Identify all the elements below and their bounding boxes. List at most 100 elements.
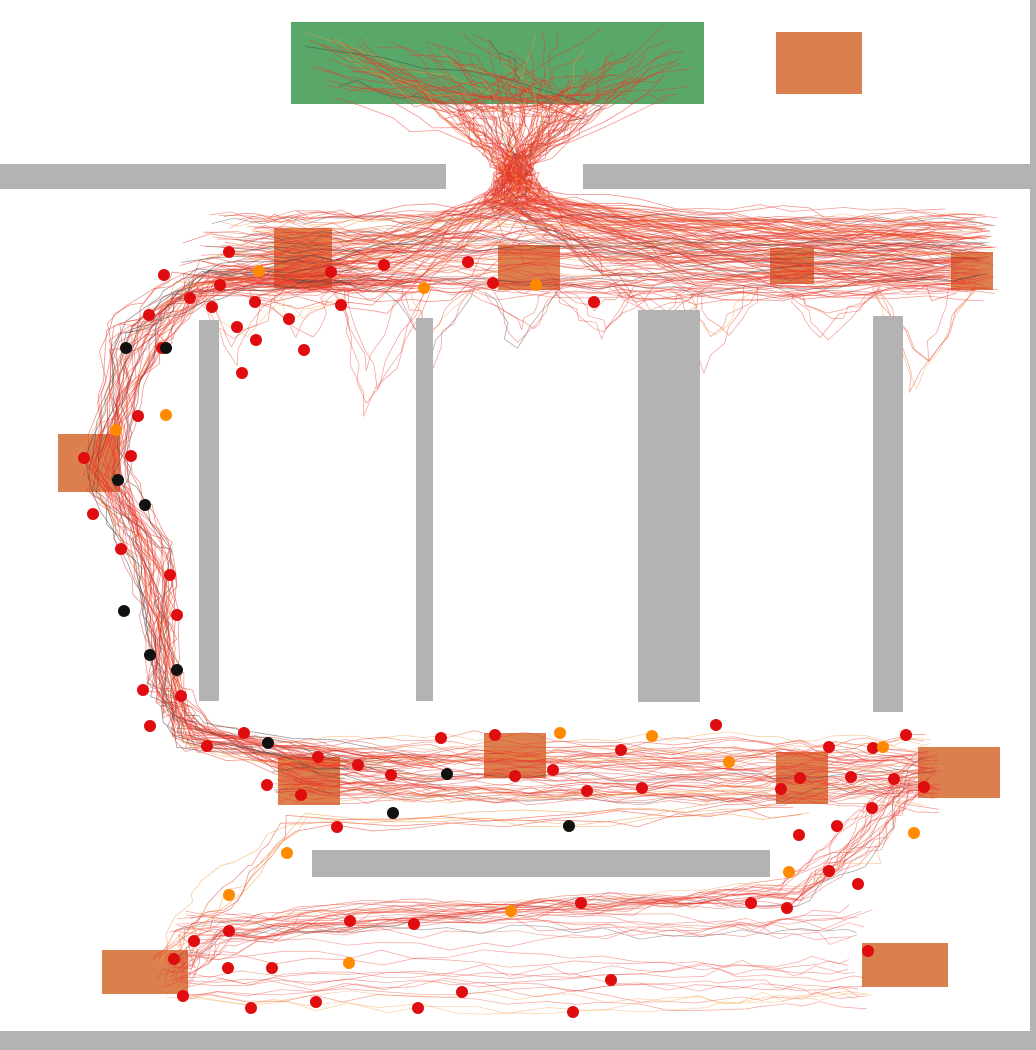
agent-dot [900,729,912,741]
waypoint-zone-bottom-right [862,943,948,987]
trajectory-layer [75,26,999,1015]
agent-dot [171,609,183,621]
agent-dot [852,878,864,890]
agent-dot [908,827,920,839]
agent-dot [867,742,879,754]
trajectory-corridor [223,242,982,262]
trajectory-lower-hall [286,781,935,800]
trajectory-lower-hall [283,780,932,803]
agent-dot [505,905,517,917]
trajectory-corridor [258,250,987,261]
agent-dot [793,829,805,841]
trajectory-corridor [255,283,984,302]
agent-dot [160,342,172,354]
trajectory-lower-hall [280,779,940,798]
trajectory-lower-hall [291,730,929,758]
agent-dot [223,925,235,937]
trajectory-room-dip [469,292,561,330]
trajectory-room-dip [332,285,427,404]
trajectory-lower-hall [300,754,938,778]
agent-dot [456,986,468,998]
trajectory-bottom-corridor [179,983,859,999]
trajectory-corridor [226,248,988,268]
agent-dot [408,918,420,930]
trajectory-lower-hall [280,787,924,806]
trajectory-room-dip [330,286,433,417]
trajectory-corridor [249,213,986,226]
trajectory-stray [156,781,769,965]
trajectory-room-dip [689,285,759,336]
agent-dot [489,729,501,741]
agent-dot [281,847,293,859]
trajectory-top-exit [241,43,512,246]
agent-dot [139,499,151,511]
trajectory-corridor [218,266,977,281]
trajectory-room-dip [670,287,759,337]
trajectory-bottom-loop [181,778,911,973]
agent-dot [168,953,180,965]
wall-bottom [0,1031,1036,1050]
trajectory-lower-hall [279,755,926,771]
agent-dot [563,820,575,832]
agent-dot [794,772,806,784]
agent-dot [249,296,261,308]
trajectory-lower-hall [274,731,924,746]
agent-dot [222,962,234,974]
trajectory-room-dip [198,289,285,367]
trajectory-bottom-corridor [179,968,849,978]
agent-dot [266,962,278,974]
trajectory-corridor [209,211,986,226]
agent-dot [160,409,172,421]
trajectory-top-exit [491,83,962,229]
agent-dot [223,246,235,258]
trajectory-corridor [221,258,989,275]
trajectory-top-exit [273,54,608,300]
trajectory-room-dip [248,287,342,338]
pillar-3 [638,310,700,702]
agent-dot [605,974,617,986]
agent-dot [144,720,156,732]
trajectory-lower-hall [292,749,917,765]
trajectory-corridor [220,212,975,231]
trajectory-room-dip [344,288,409,371]
trajectory-corridor [258,219,977,238]
trajectory-top-exit [491,90,957,267]
trajectory-room-dip [491,285,564,343]
trajectory-left-route [95,263,380,762]
agent-dot [184,292,196,304]
agent-dot [261,779,273,791]
agent-dot [110,424,122,436]
trajectory-bottom-loop [170,765,909,977]
trajectory-corridor [224,230,979,250]
agent-dot [231,321,243,333]
agent-dot [214,279,226,291]
trajectory-room-dip [554,286,654,333]
trajectory-bottom-corridor [186,993,872,1014]
trajectory-stray [151,808,801,962]
agent-dot [441,768,453,780]
agent-dot [862,945,874,957]
trajectory-top-exit [483,29,936,272]
agent-dot [201,740,213,752]
trajectory-bottom-corridor [175,980,859,997]
wall-upper-right [583,164,1036,189]
agent-dot [378,259,390,271]
trajectory-room-dip [469,286,550,331]
agent-dot [143,309,155,321]
agent-dot [132,410,144,422]
trajectory-left-route [110,281,409,769]
trajectory-top-exit [260,98,669,270]
trajectory-room-dip [871,285,949,362]
trajectory-top-exit [500,59,957,264]
wall-right-edge [1030,0,1036,1050]
agent-dot [783,866,795,878]
trajectory-room-dip [778,288,883,314]
agent-dot [236,367,248,379]
trajectory-bottom-loop [164,777,919,975]
trajectory-room-dip [347,286,429,390]
trajectory-room-dip [876,285,977,362]
trajectory-bottom-corridor [177,917,859,939]
trajectory-corridor [255,256,991,274]
wall-lower-divider [312,850,770,877]
agent-dot [615,744,627,756]
